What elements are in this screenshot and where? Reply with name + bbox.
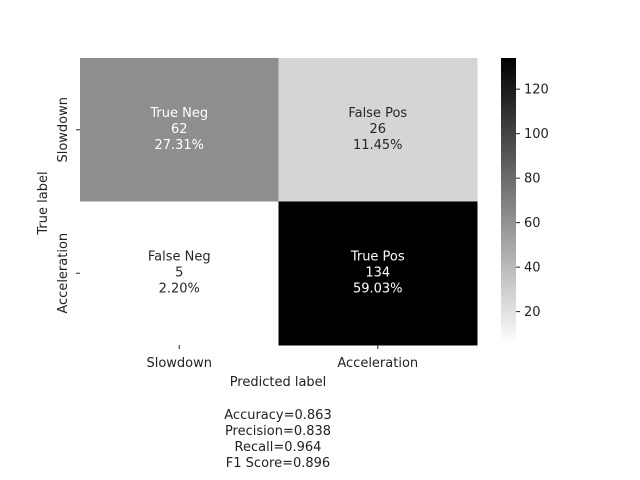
colorbar (501, 58, 516, 345)
colorbar-tick-label: 120 (524, 83, 549, 98)
x-axis-label: Predicted label (230, 375, 327, 390)
metric-line: Precision=0.838 (225, 424, 331, 439)
metric-line: Recall=0.964 (235, 440, 322, 455)
heatmap-cell (80, 201, 279, 346)
metric-line: F1 Score=0.896 (226, 456, 330, 471)
y-tick-label: Acceleration (56, 233, 71, 314)
colorbar-tick-label: 60 (524, 216, 541, 231)
metrics-summary: Accuracy=0.863Precision=0.838Recall=0.96… (224, 408, 331, 471)
x-axis-ticks: Slowdown Acceleration (146, 345, 418, 371)
y-axis-label: True label (36, 171, 51, 235)
cell-label: True Neg (149, 106, 208, 121)
heatmap-cell (278, 58, 478, 202)
y-axis-ticks: Slowdown Acceleration (56, 97, 80, 314)
metric-line: Accuracy=0.863 (224, 408, 331, 423)
cell-percent: 27.31% (154, 138, 204, 153)
colorbar-tick-label: 20 (524, 305, 541, 320)
y-tick-label: Slowdown (56, 97, 71, 163)
heatmap-cell (278, 201, 478, 346)
x-tick-label: Acceleration (337, 356, 418, 371)
cell-percent: 11.45% (353, 138, 403, 153)
x-tick-label: Slowdown (146, 356, 212, 371)
cell-count: 5 (175, 265, 183, 280)
cell-label: False Neg (148, 249, 211, 264)
colorbar-tick-label: 100 (524, 127, 549, 142)
cell-percent: 2.20% (159, 281, 200, 296)
cell-label: False Pos (348, 106, 407, 121)
cell-count: 134 (365, 265, 390, 280)
cell-count: 62 (171, 122, 188, 137)
colorbar-tick-label: 80 (524, 172, 541, 187)
colorbar-tick-label: 40 (524, 261, 541, 276)
cell-percent: 59.03% (353, 281, 403, 296)
cell-label: True Pos (350, 249, 405, 264)
colorbar-ticks: 20 40 60 80 100 120 (516, 83, 549, 320)
cell-count: 26 (369, 122, 386, 137)
heatmap-cell (80, 58, 279, 202)
